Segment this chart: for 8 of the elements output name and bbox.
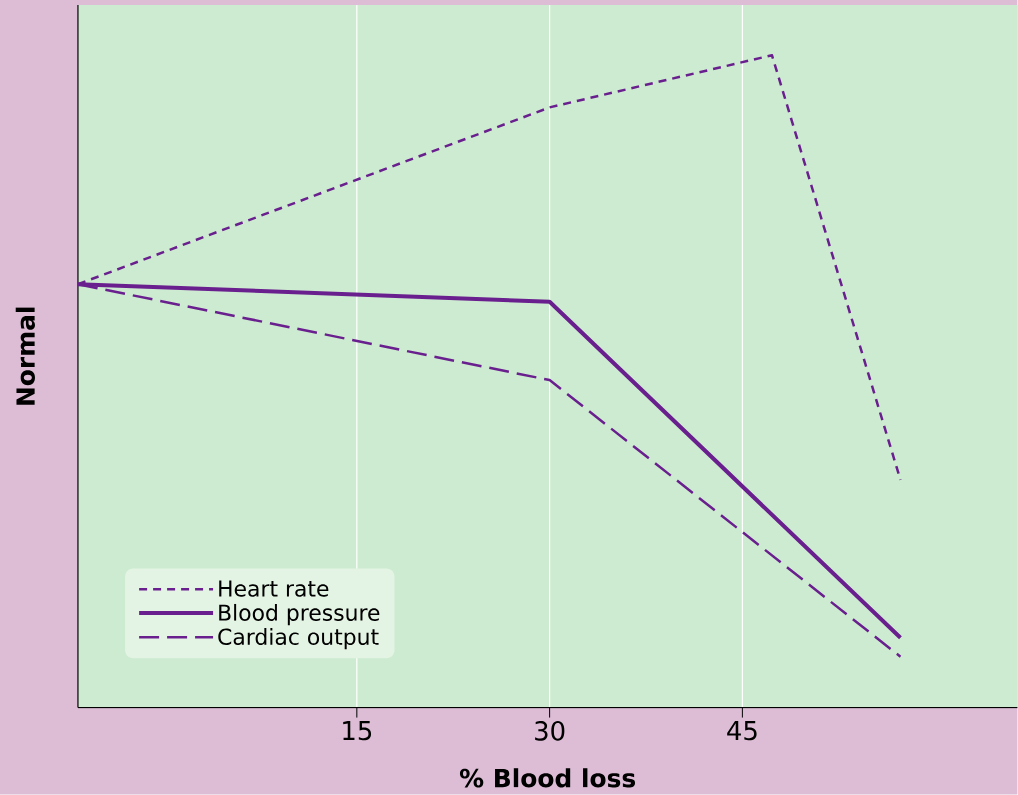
legend-label: Cardiac output [218,628,379,650]
x-tick-label: 30 [535,721,565,741]
legend-label: Heart rate [219,580,329,598]
x-tick-label: 15 [343,721,372,741]
legend-label: Blood pressure [219,604,380,626]
x-axis-title: % Blood loss [459,768,636,788]
y-axis-title: Normal [15,307,35,405]
x-tick-label: 45 [727,721,757,741]
